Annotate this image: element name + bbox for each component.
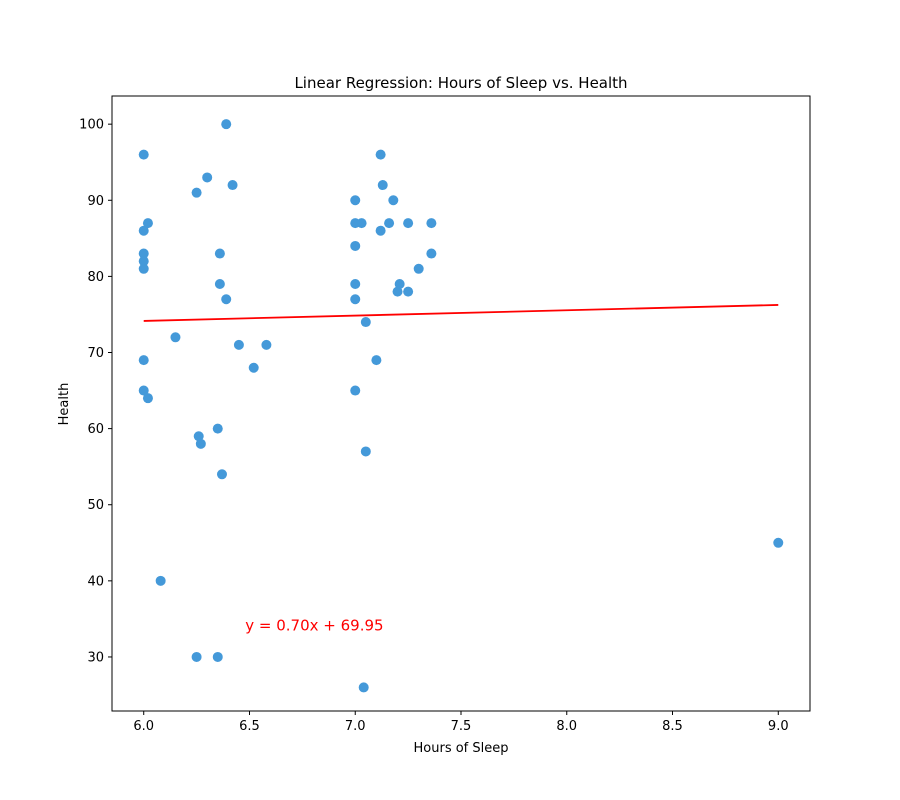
data-point bbox=[233, 339, 244, 350]
y-tick-label: 30 bbox=[87, 650, 104, 665]
data-point bbox=[193, 431, 204, 442]
data-point bbox=[212, 423, 223, 434]
data-point bbox=[138, 248, 149, 259]
data-point bbox=[350, 240, 361, 251]
data-point bbox=[426, 248, 437, 259]
data-point bbox=[227, 180, 238, 191]
data-point bbox=[142, 393, 153, 404]
x-tick-label: 7.0 bbox=[345, 719, 366, 734]
data-point bbox=[138, 225, 149, 236]
y-tick-label: 80 bbox=[87, 270, 104, 285]
data-point bbox=[350, 279, 361, 290]
data-point bbox=[773, 537, 784, 548]
data-point bbox=[377, 180, 388, 191]
data-point bbox=[214, 279, 225, 290]
data-point bbox=[350, 385, 361, 396]
data-point bbox=[221, 119, 232, 130]
regression-line bbox=[143, 304, 779, 322]
x-tick-label: 9.0 bbox=[768, 719, 789, 734]
data-point bbox=[388, 195, 399, 206]
data-point bbox=[360, 317, 371, 328]
data-point bbox=[413, 263, 424, 274]
x-tick-label: 7.5 bbox=[451, 719, 472, 734]
data-point bbox=[138, 256, 149, 267]
data-point bbox=[392, 286, 403, 297]
x-tick-label: 8.0 bbox=[556, 719, 577, 734]
data-point bbox=[138, 263, 149, 274]
y-axis-label: Health bbox=[57, 383, 72, 426]
data-point bbox=[358, 682, 369, 693]
data-point bbox=[360, 446, 371, 457]
data-point bbox=[350, 294, 361, 305]
plot-frame bbox=[111, 95, 811, 712]
data-point bbox=[138, 355, 149, 366]
data-point bbox=[191, 651, 202, 662]
y-tick-label: 60 bbox=[87, 422, 104, 437]
data-point bbox=[221, 294, 232, 305]
y-tick-label: 50 bbox=[87, 498, 104, 513]
data-point bbox=[170, 332, 181, 343]
data-point bbox=[138, 149, 149, 160]
y-tick-label: 100 bbox=[79, 118, 104, 133]
data-points bbox=[138, 119, 784, 693]
data-point bbox=[214, 248, 225, 259]
y-tick-label: 70 bbox=[87, 346, 104, 361]
data-point bbox=[375, 225, 386, 236]
data-point bbox=[350, 195, 361, 206]
regression-layer bbox=[143, 304, 779, 322]
x-tick-label: 8.5 bbox=[662, 719, 683, 734]
data-point bbox=[191, 187, 202, 198]
data-point bbox=[138, 385, 149, 396]
data-point bbox=[216, 469, 227, 480]
data-point bbox=[261, 339, 272, 350]
data-point bbox=[394, 279, 405, 290]
data-point bbox=[195, 438, 206, 449]
x-axis: 6.0 6.5 7.0 7.5 8.0 8.5 9.0 bbox=[133, 711, 789, 734]
data-point bbox=[375, 149, 386, 160]
data-point bbox=[356, 218, 367, 229]
y-axis: 30 40 50 60 70 80 90 100 bbox=[79, 118, 112, 665]
data-point bbox=[371, 355, 382, 366]
data-point bbox=[384, 218, 395, 229]
x-tick-label: 6.0 bbox=[133, 719, 154, 734]
x-axis-label: Hours of Sleep bbox=[414, 741, 509, 756]
x-tick-label: 6.5 bbox=[239, 719, 260, 734]
data-point bbox=[403, 218, 414, 229]
data-point bbox=[403, 286, 414, 297]
data-point bbox=[202, 172, 213, 183]
regression-equation: y = 0.70x + 69.95 bbox=[245, 616, 383, 634]
y-tick-label: 40 bbox=[87, 574, 104, 589]
y-tick-label: 90 bbox=[87, 194, 104, 209]
chart-title: Linear Regression: Hours of Sleep vs. He… bbox=[294, 74, 627, 92]
data-point bbox=[142, 218, 153, 229]
data-point bbox=[155, 575, 166, 586]
data-point bbox=[212, 651, 223, 662]
data-point bbox=[426, 218, 437, 229]
data-point bbox=[248, 362, 259, 373]
